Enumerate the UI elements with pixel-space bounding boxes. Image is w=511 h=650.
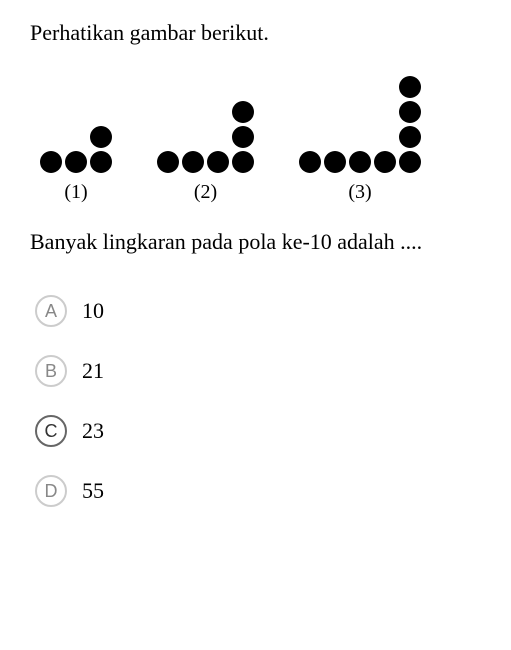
option-a-text: 10 [82,298,104,324]
dot-icon [207,151,229,173]
dot-icon [349,151,371,173]
dot-icon [65,151,87,173]
question-statement: Banyak lingkaran pada pola ke-10 adalah … [30,229,481,255]
dot-icon [232,151,254,173]
options-list: A 10 B 21 C 23 D 55 [35,295,481,507]
option-a[interactable]: A 10 [35,295,481,327]
option-b[interactable]: B 21 [35,355,481,387]
pattern-1-figure [40,126,112,173]
dot-icon [40,151,62,173]
dot-icon [182,151,204,173]
pattern-3-label: (3) [348,181,371,204]
option-c-text: 23 [82,418,104,444]
dot-icon [399,76,421,98]
pattern-3: (3) [299,76,421,204]
dot-icon [399,101,421,123]
dot-icon [299,151,321,173]
dot-icon [90,151,112,173]
pattern-3-figure [299,76,421,173]
dot-icon [157,151,179,173]
option-d-letter: D [35,475,67,507]
option-d[interactable]: D 55 [35,475,481,507]
dot-icon [232,101,254,123]
dot-icon [399,151,421,173]
option-c-letter: C [35,415,67,447]
patterns-container: (1) (2) [40,76,481,204]
pattern-2-label: (2) [194,181,217,204]
dot-icon [90,126,112,148]
option-b-letter: B [35,355,67,387]
question-intro: Perhatikan gambar berikut. [30,20,481,46]
pattern-2-figure [157,101,254,173]
pattern-2: (2) [157,101,254,204]
option-a-letter: A [35,295,67,327]
pattern-1: (1) [40,126,112,204]
dot-icon [399,126,421,148]
dot-icon [324,151,346,173]
option-b-text: 21 [82,358,104,384]
option-d-text: 55 [82,478,104,504]
option-c[interactable]: C 23 [35,415,481,447]
dot-icon [232,126,254,148]
dot-icon [374,151,396,173]
pattern-1-label: (1) [64,181,87,204]
